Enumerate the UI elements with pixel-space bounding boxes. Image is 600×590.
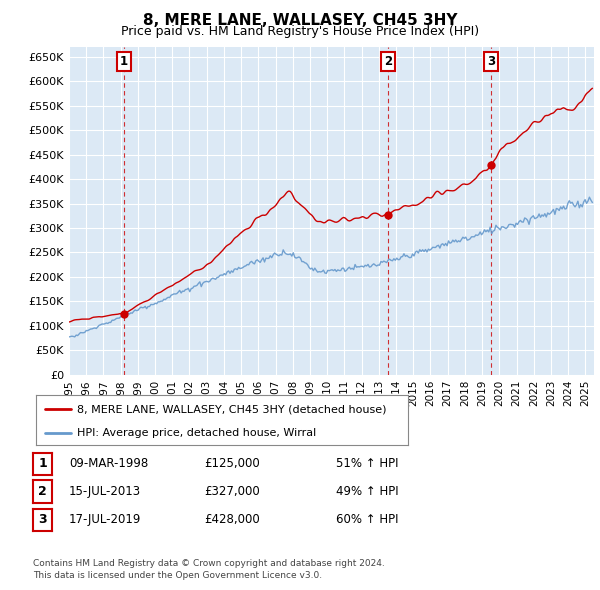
Text: 51% ↑ HPI: 51% ↑ HPI (336, 457, 398, 470)
Text: 3: 3 (38, 513, 47, 526)
Text: 1: 1 (38, 457, 47, 470)
Text: 15-JUL-2013: 15-JUL-2013 (69, 485, 141, 498)
Text: 3: 3 (487, 55, 496, 68)
Text: 8, MERE LANE, WALLASEY, CH45 3HY (detached house): 8, MERE LANE, WALLASEY, CH45 3HY (detach… (77, 404, 386, 414)
Text: 2: 2 (384, 55, 392, 68)
Text: This data is licensed under the Open Government Licence v3.0.: This data is licensed under the Open Gov… (33, 571, 322, 579)
Text: £125,000: £125,000 (204, 457, 260, 470)
Text: Price paid vs. HM Land Registry's House Price Index (HPI): Price paid vs. HM Land Registry's House … (121, 25, 479, 38)
Text: 09-MAR-1998: 09-MAR-1998 (69, 457, 148, 470)
Text: 49% ↑ HPI: 49% ↑ HPI (336, 485, 398, 498)
Text: £428,000: £428,000 (204, 513, 260, 526)
Text: Contains HM Land Registry data © Crown copyright and database right 2024.: Contains HM Land Registry data © Crown c… (33, 559, 385, 568)
Text: £327,000: £327,000 (204, 485, 260, 498)
Text: 1: 1 (120, 55, 128, 68)
Text: 8, MERE LANE, WALLASEY, CH45 3HY: 8, MERE LANE, WALLASEY, CH45 3HY (143, 13, 457, 28)
Text: 60% ↑ HPI: 60% ↑ HPI (336, 513, 398, 526)
Text: HPI: Average price, detached house, Wirral: HPI: Average price, detached house, Wirr… (77, 428, 316, 438)
Text: 17-JUL-2019: 17-JUL-2019 (69, 513, 142, 526)
Text: 2: 2 (38, 485, 47, 498)
